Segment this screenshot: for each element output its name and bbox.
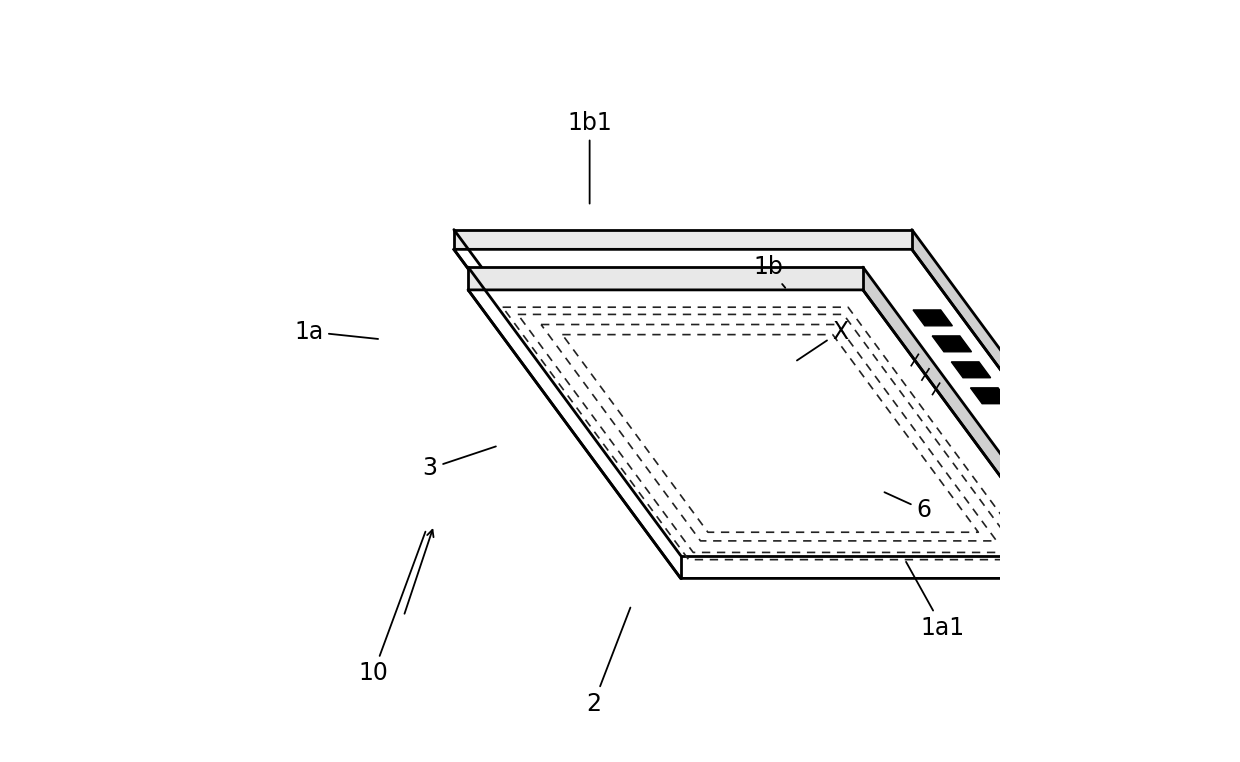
Text: 6: 6 xyxy=(884,492,931,522)
Polygon shape xyxy=(951,362,991,378)
Polygon shape xyxy=(469,267,863,290)
Text: 1b: 1b xyxy=(753,255,785,288)
Text: 3: 3 xyxy=(423,447,496,480)
Text: 1b1: 1b1 xyxy=(567,110,613,203)
Polygon shape xyxy=(911,229,1131,546)
Text: 2: 2 xyxy=(587,607,630,716)
Text: X: X xyxy=(797,319,848,360)
Polygon shape xyxy=(454,249,1131,546)
Text: 1a: 1a xyxy=(294,319,378,344)
Polygon shape xyxy=(913,310,952,326)
Text: 10: 10 xyxy=(358,532,425,685)
Polygon shape xyxy=(971,388,1009,404)
Polygon shape xyxy=(469,290,1075,578)
Polygon shape xyxy=(454,229,911,249)
Polygon shape xyxy=(863,267,1075,578)
Polygon shape xyxy=(932,336,971,352)
Text: 1a1: 1a1 xyxy=(906,562,965,640)
